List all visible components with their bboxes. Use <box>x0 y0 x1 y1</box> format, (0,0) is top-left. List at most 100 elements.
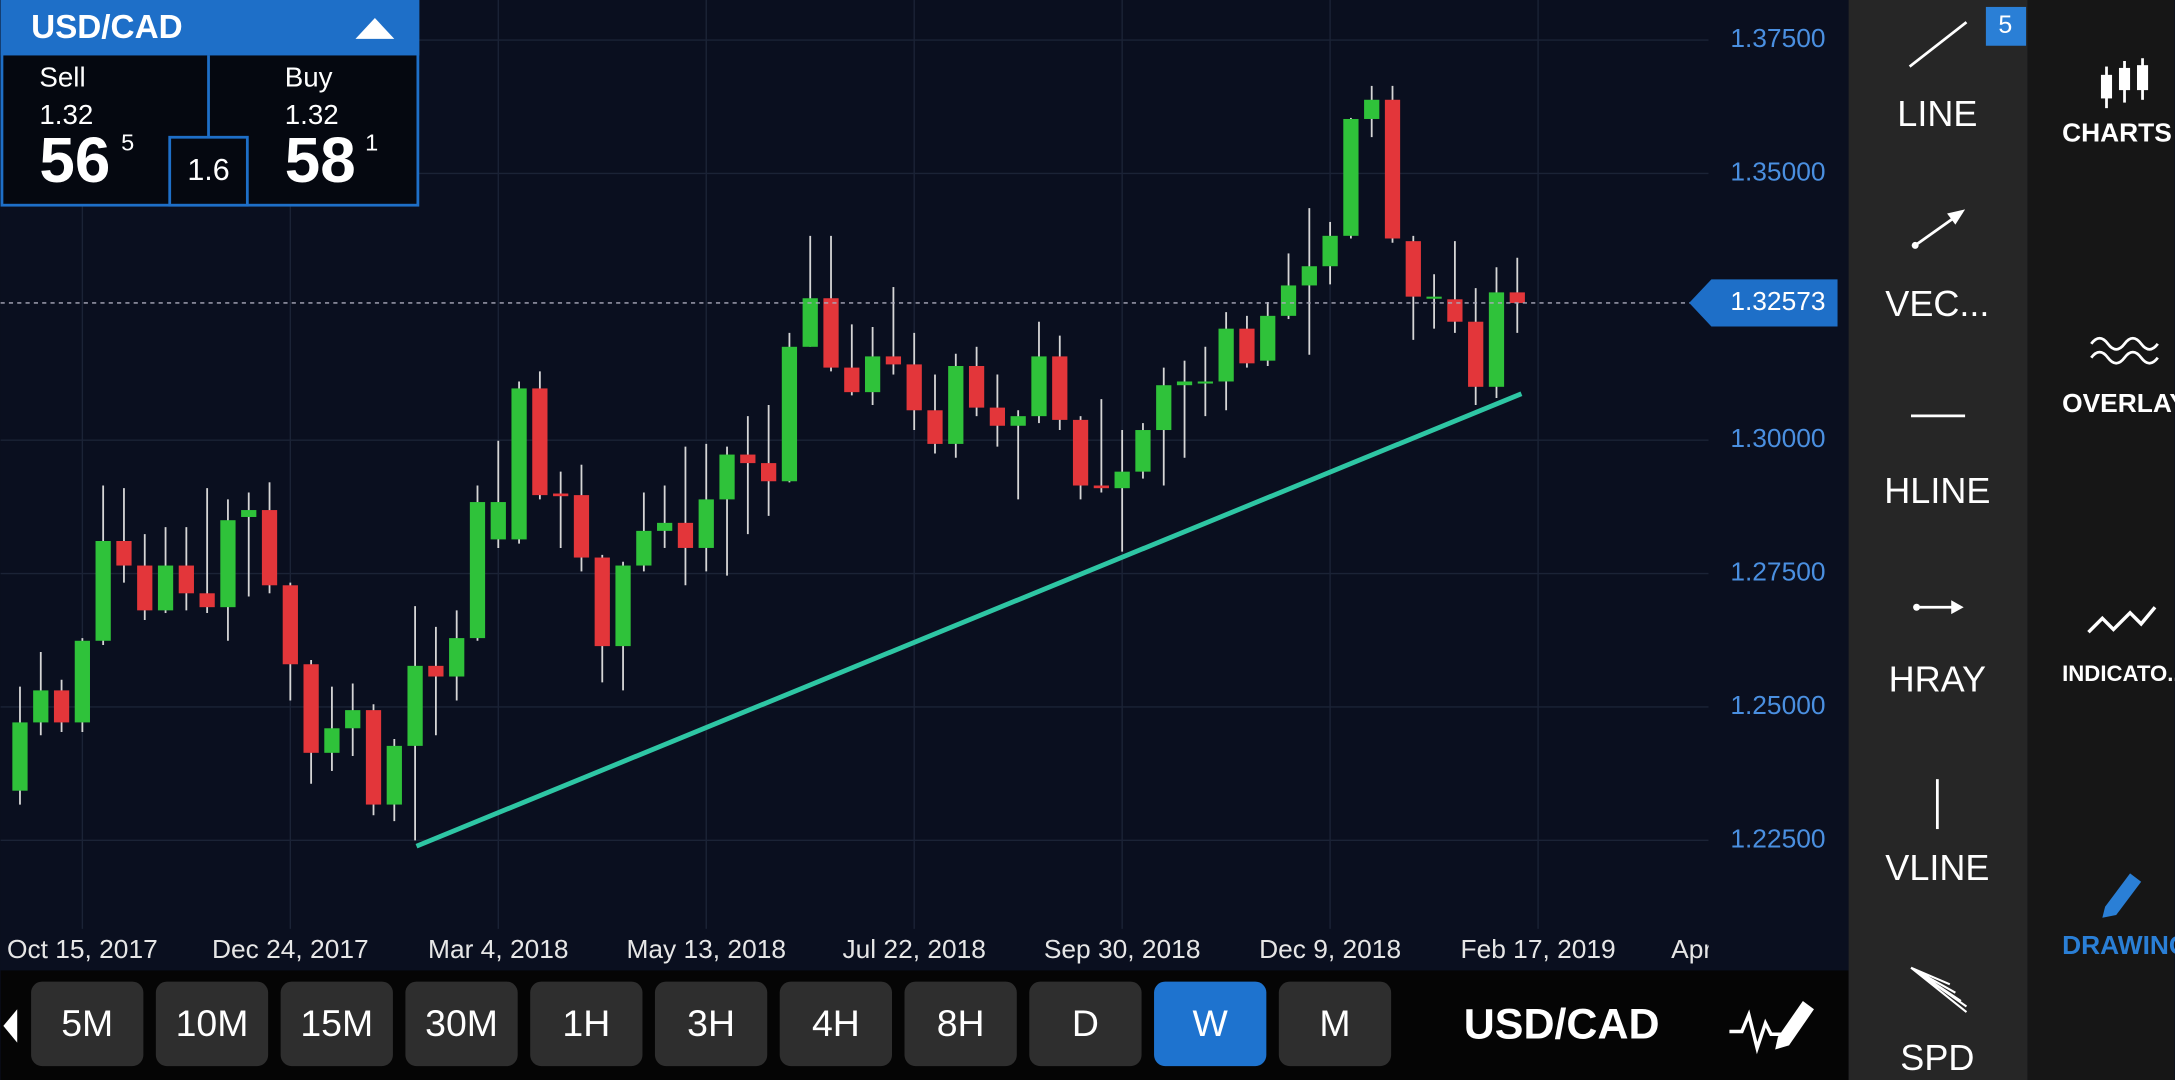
y-tick-label: 1.37500 <box>1730 23 1825 53</box>
candle-body <box>157 565 174 611</box>
candle-body <box>698 499 714 548</box>
y-tick-label: 1.27500 <box>1730 557 1825 587</box>
tool-label[interactable]: HLINE <box>1884 470 1990 511</box>
sell-fraction: 5 <box>121 129 134 155</box>
candle-body <box>844 367 860 393</box>
x-tick-label: Mar 4, 2018 <box>428 934 569 964</box>
candle-body <box>989 407 1006 426</box>
spread-box <box>168 135 249 207</box>
timeframe-button[interactable] <box>405 981 518 1067</box>
side-menu-label[interactable]: OVERLAYS <box>2062 388 2175 418</box>
side-menu-label[interactable]: INDICATO... <box>2062 661 2175 686</box>
candle-body <box>345 710 361 729</box>
candle-body <box>469 502 486 639</box>
tool-label[interactable]: HRAY <box>1889 659 1986 700</box>
line-icon <box>1908 21 1968 68</box>
sell-big-figure: 1.32 <box>39 99 93 130</box>
candle-body <box>241 510 257 517</box>
timeframe-button[interactable] <box>1154 981 1267 1067</box>
buy-fraction: 1 <box>365 129 378 155</box>
tool-label[interactable]: SPD <box>1900 1037 1974 1078</box>
buy-pips: 58 <box>285 124 356 196</box>
candle-body <box>407 665 423 746</box>
timeframe-bar: 5M 10M 15M 30M 1H 3H 4H 8H D W M <box>31 981 1392 1067</box>
timeframe-label: 30M <box>425 1002 498 1044</box>
candle-body <box>1405 241 1421 297</box>
chart-style-icon[interactable] <box>1729 1009 1783 1055</box>
buy-big-figure: 1.32 <box>285 99 339 130</box>
badge <box>1985 6 2027 46</box>
timeframe-button[interactable] <box>779 981 893 1067</box>
timeframe-label: W <box>1193 1002 1229 1044</box>
scroll-left[interactable] <box>3 1009 18 1043</box>
candle-body <box>303 664 319 753</box>
side-menu-label[interactable]: CHARTS <box>2062 117 2172 147</box>
x-tick-label: Oct 15, 2017 <box>7 934 158 964</box>
candle-body <box>1364 99 1380 119</box>
timeframe-button[interactable] <box>904 981 1017 1067</box>
candle-body <box>802 298 818 347</box>
timeframe-label: 10M <box>176 1002 249 1044</box>
candle-body <box>906 364 922 411</box>
tool-label[interactable]: VLINE <box>1885 847 1989 888</box>
candle-body <box>1426 296 1442 299</box>
candle-body <box>1509 292 1525 304</box>
timeframe-label: 15M <box>300 1002 373 1044</box>
chart-plot: Oct 15, 2017 Dec 24, 2017 Mar 4, 2018 May 1… <box>0 0 1712 964</box>
timeframe-button[interactable] <box>1029 981 1142 1067</box>
timeframe-label: 1H <box>562 1002 610 1044</box>
candle-body <box>677 522 694 548</box>
candle-body <box>740 454 756 464</box>
candle-body <box>220 520 236 608</box>
candle-body <box>573 495 590 558</box>
side-menu <box>2027 0 2175 1080</box>
candle-body <box>74 640 90 723</box>
candle-body <box>1156 385 1172 431</box>
tool-label[interactable]: LINE <box>1897 93 1977 134</box>
charts-icon <box>2100 58 2149 109</box>
candle-body <box>948 366 964 444</box>
sell-label[interactable]: Sell <box>39 61 85 92</box>
candle-body <box>823 298 839 368</box>
side-menu-label[interactable]: DRAWING <box>2062 930 2175 960</box>
symbol-label[interactable]: USD/CAD <box>1464 1001 1660 1049</box>
vector-arrow <box>1947 209 1966 225</box>
tool-label[interactable]: VEC... <box>1885 283 1989 324</box>
candle-body <box>1197 381 1213 384</box>
candle-body <box>1135 430 1151 472</box>
timeframe-button[interactable] <box>654 981 768 1067</box>
candle-body <box>636 530 652 566</box>
candle-body <box>365 710 382 805</box>
timeframe-label: 3H <box>687 1002 735 1044</box>
candle-body <box>1031 356 1047 417</box>
spd-icon <box>1910 966 1968 1013</box>
candle-body <box>261 510 278 586</box>
candle-body <box>178 565 194 594</box>
candle-body <box>1280 285 1297 316</box>
timeframe-button[interactable] <box>1278 981 1392 1067</box>
indicators-icon <box>2087 606 2157 634</box>
timeframe-button[interactable] <box>31 981 144 1067</box>
candle-body <box>33 690 49 723</box>
timeframe-button[interactable] <box>530 981 643 1067</box>
drawing-tools: 5 LINE VEC... HLINE HRAY VLINE SPD <box>1884 6 2027 1078</box>
x-tick-label: Apr <box>1671 934 1712 964</box>
candle-body <box>761 463 777 482</box>
timeframe-button[interactable] <box>280 981 393 1067</box>
buy-label[interactable]: Buy <box>285 61 333 92</box>
pencil-icon <box>1775 1000 1814 1050</box>
collapse-arrow[interactable] <box>355 18 395 39</box>
candle-body <box>885 356 902 365</box>
panel-header <box>0 0 420 56</box>
spread: 1.6 <box>187 153 229 187</box>
hray-arrow <box>1951 600 1964 615</box>
candle-body <box>1239 328 1255 364</box>
x-tick-label: Feb 17, 2019 <box>1460 934 1615 964</box>
candle-body <box>1114 471 1130 489</box>
timeframe-button[interactable] <box>155 981 269 1067</box>
candle-body <box>968 366 985 408</box>
candle-body <box>199 593 215 608</box>
candle-body <box>1052 356 1068 420</box>
quote-panel[interactable]: USD/CAD 1.6 Sell 1.32 56 5 Buy 1.32 58 1 <box>0 0 420 207</box>
